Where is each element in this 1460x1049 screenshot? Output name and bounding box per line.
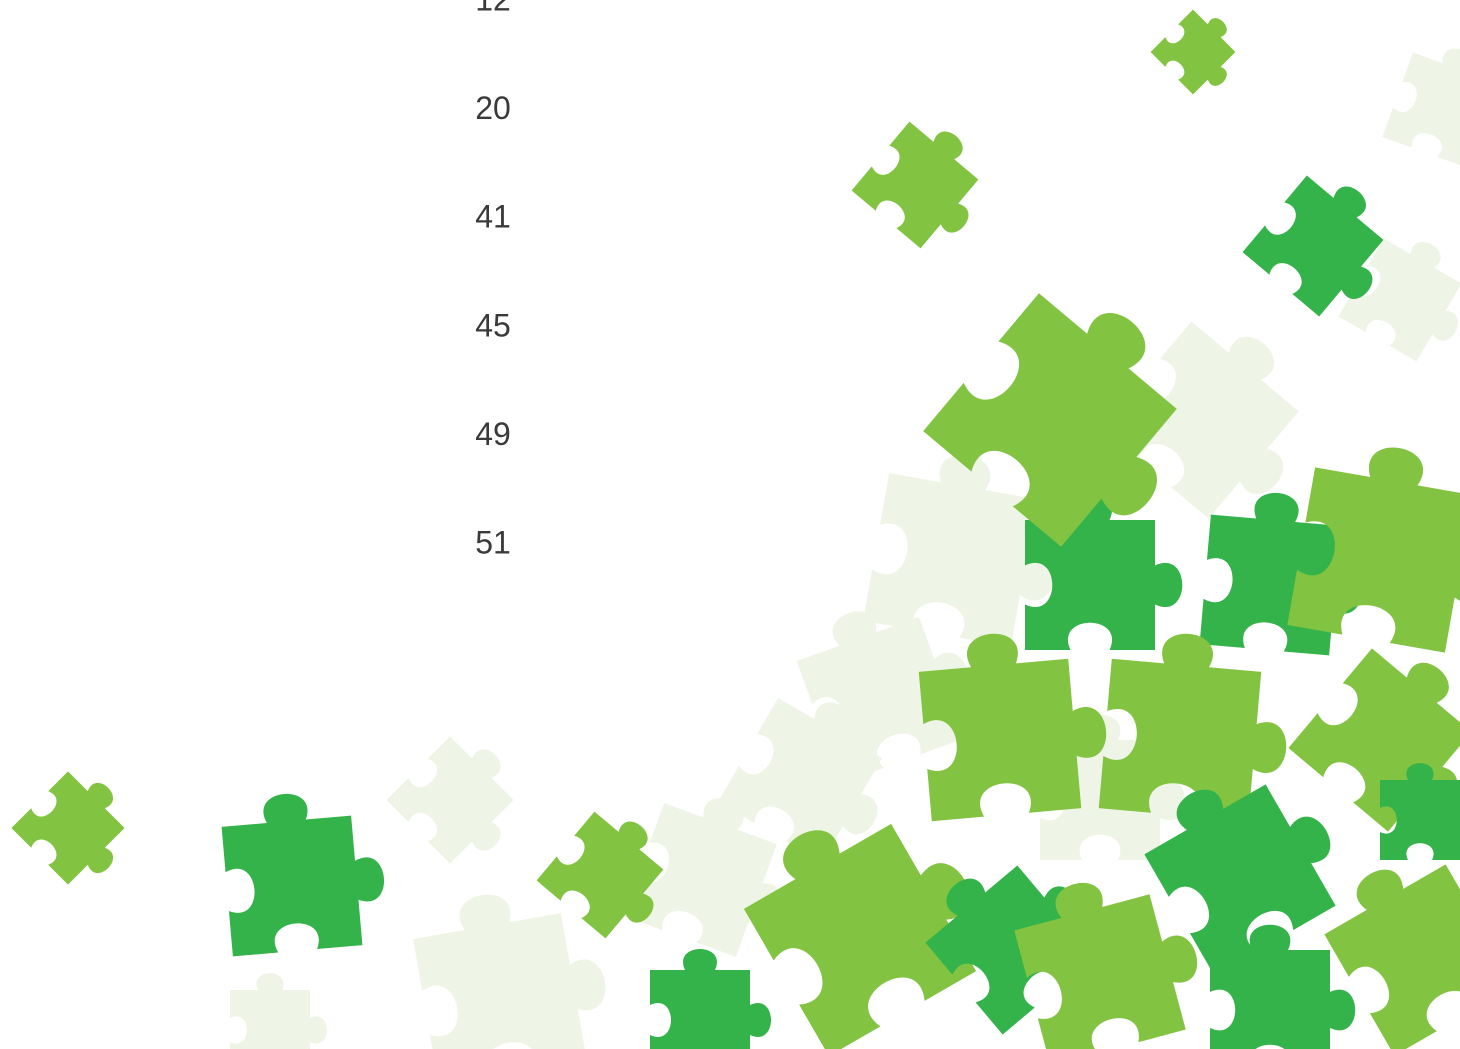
puzzle-piece bbox=[408, 877, 618, 1049]
page: {"numbers": [12, 20, 41, 45, 49, 51]} bbox=[0, 0, 1460, 1049]
number-item: 51 bbox=[475, 524, 511, 560]
number-item: 49 bbox=[475, 416, 511, 452]
number-list: 12 20 41 45 49 51 bbox=[475, 0, 511, 560]
puzzle-decoration bbox=[11, 1, 1460, 1049]
puzzle-piece bbox=[650, 949, 771, 1049]
puzzle-piece bbox=[1382, 35, 1460, 175]
number-item: 41 bbox=[475, 199, 511, 235]
number-item: 20 bbox=[475, 90, 511, 126]
canvas: 12 20 41 45 49 51 bbox=[0, 0, 1460, 1049]
puzzle-piece bbox=[230, 973, 327, 1049]
number-item: 45 bbox=[475, 307, 511, 343]
puzzle-piece bbox=[11, 760, 148, 897]
number-item: 12 bbox=[475, 0, 511, 17]
puzzle-piece bbox=[1007, 858, 1214, 1049]
puzzle-piece bbox=[852, 107, 1005, 260]
puzzle-piece bbox=[219, 786, 389, 956]
puzzle-piece bbox=[386, 723, 540, 877]
puzzle-piece bbox=[1151, 1, 1254, 104]
